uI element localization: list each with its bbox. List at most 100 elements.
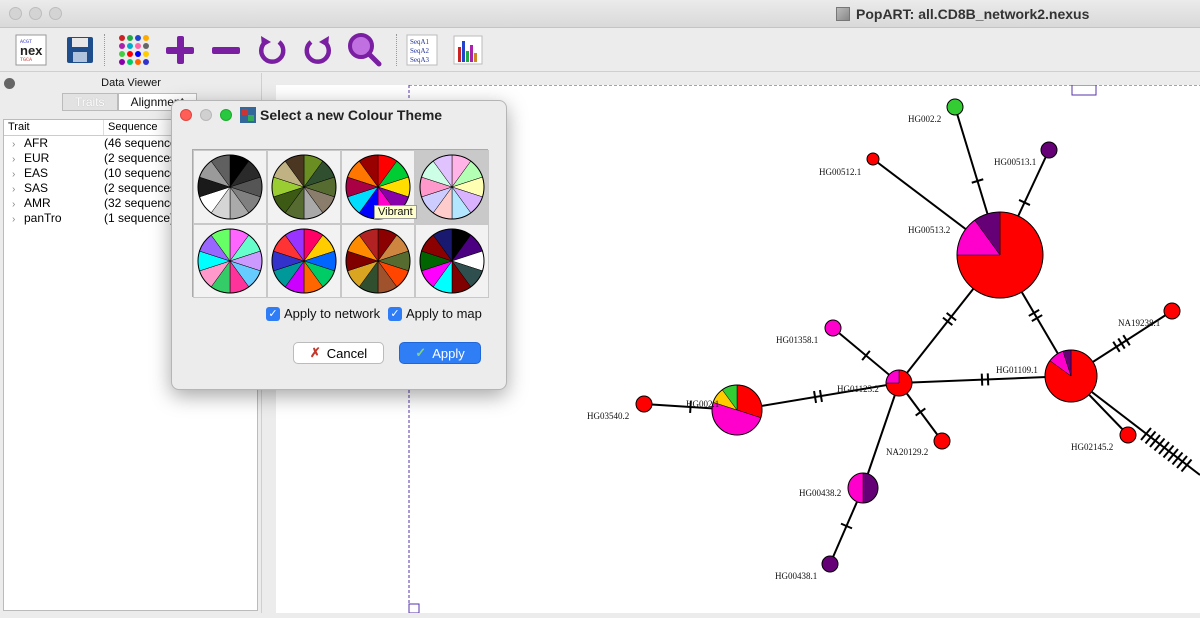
haplotype-node[interactable] xyxy=(822,556,838,572)
trait-name: panTro xyxy=(24,211,62,225)
zoom-out-button[interactable] xyxy=(208,32,244,68)
dialog-title: Select a new Colour Theme xyxy=(172,101,506,128)
haplotype-node[interactable] xyxy=(1164,303,1180,319)
window-title: PopART: all.CD8B_network2.nexus xyxy=(836,6,1089,22)
apply-label: Apply xyxy=(432,346,465,361)
chart-button[interactable] xyxy=(450,32,486,68)
theme-swatch[interactable] xyxy=(415,224,489,298)
window-title-text: PopART: all.CD8B_network2.nexus xyxy=(856,6,1089,22)
dot xyxy=(143,51,149,57)
mutation-tick xyxy=(916,408,926,415)
apply-to-network-label: Apply to network xyxy=(284,306,380,321)
dot xyxy=(135,35,141,41)
haplotype-node[interactable] xyxy=(867,153,879,165)
node-label: HG01358.1 xyxy=(776,335,818,345)
haplotype-node[interactable] xyxy=(934,433,950,449)
trait-name: EAS xyxy=(24,166,48,180)
dot xyxy=(143,43,149,49)
toolbar-separator xyxy=(396,34,397,66)
node-label: NA20129.2 xyxy=(886,447,928,457)
colour-theme-button[interactable] xyxy=(116,32,152,68)
theme-pie-icon xyxy=(195,152,265,222)
mutation-tick xyxy=(1113,342,1119,352)
dot xyxy=(143,59,149,65)
chevron-right-icon[interactable]: › xyxy=(12,197,24,212)
chevron-right-icon[interactable]: › xyxy=(12,152,24,167)
node-label: HG00513.2 xyxy=(908,225,950,235)
haplotype-node[interactable] xyxy=(886,370,912,396)
dot xyxy=(119,59,125,65)
alignment-icon: SeqA1 SeqA2 SeqA3 xyxy=(405,33,439,67)
mutation-tick xyxy=(820,390,822,402)
haplotype-node[interactable] xyxy=(636,396,652,412)
trait-name: SAS xyxy=(24,181,48,195)
mutation-tick xyxy=(1123,335,1129,345)
save-button[interactable] xyxy=(62,32,98,68)
seq-label-3: SeqA3 xyxy=(410,56,430,64)
rotate-left-button[interactable] xyxy=(254,32,290,68)
zoom-window-button[interactable] xyxy=(49,7,62,20)
node-label: HG01123.2 xyxy=(837,384,879,394)
toolbar-separator xyxy=(104,34,105,66)
haplotype-node[interactable] xyxy=(825,320,841,336)
title-bar: PopART: all.CD8B_network2.nexus xyxy=(0,0,1200,28)
trait-name: AFR xyxy=(24,136,48,150)
haplotype-node[interactable] xyxy=(1041,142,1057,158)
rotate-right-icon xyxy=(301,33,335,67)
checkbox-checked-icon: ✓ xyxy=(266,307,280,321)
apply-button[interactable]: ✓ Apply xyxy=(399,342,481,364)
dot xyxy=(119,35,125,41)
chevron-right-icon[interactable]: › xyxy=(12,137,24,152)
map-handle[interactable] xyxy=(1072,85,1096,95)
theme-swatch[interactable] xyxy=(415,150,489,224)
zoom-out-icon xyxy=(209,33,243,67)
column-header-trait[interactable]: Trait xyxy=(4,120,104,135)
network-edge xyxy=(863,383,899,488)
rotate-right-button[interactable] xyxy=(300,32,336,68)
nexus-file-button[interactable]: ACGT TGCA nex xyxy=(12,32,52,68)
chevron-right-icon[interactable]: › xyxy=(12,167,24,182)
colour-theme-icon xyxy=(117,33,151,67)
dialog-title-text: Select a new Colour Theme xyxy=(260,107,442,123)
map-handle[interactable] xyxy=(409,604,419,613)
haplotype-node[interactable] xyxy=(947,99,963,115)
dot xyxy=(127,35,133,41)
dot xyxy=(127,59,133,65)
chevron-right-icon[interactable]: › xyxy=(12,182,24,197)
minimize-window-button[interactable] xyxy=(29,7,42,20)
colour-theme-dialog: Select a new Colour Theme Vibrant ✓ Appl… xyxy=(171,100,507,390)
haplotype-node[interactable] xyxy=(1120,427,1136,443)
close-window-button[interactable] xyxy=(9,7,22,20)
zoom-in-button[interactable] xyxy=(162,32,198,68)
theme-pie-icon xyxy=(343,226,413,296)
cancel-label: Cancel xyxy=(327,346,367,361)
theme-pie-icon xyxy=(417,226,487,296)
theme-swatch[interactable] xyxy=(341,224,415,298)
node-label: NA19238.1 xyxy=(1118,318,1160,328)
theme-swatch[interactable] xyxy=(267,150,341,224)
column-header-sequence[interactable]: Sequence xyxy=(104,120,162,135)
haplotype-node[interactable] xyxy=(1045,350,1097,402)
apply-to-map-checkbox[interactable]: ✓ Apply to map xyxy=(388,306,482,321)
haplotype-node[interactable] xyxy=(712,385,762,435)
alignment-button[interactable]: SeqA1 SeqA2 SeqA3 xyxy=(404,32,440,68)
apply-to-network-checkbox[interactable]: ✓ Apply to network xyxy=(266,306,380,321)
theme-swatch[interactable] xyxy=(193,150,267,224)
haplotype-node[interactable] xyxy=(848,473,878,503)
haplotype-node[interactable] xyxy=(957,212,1043,298)
cancel-button[interactable]: ✗ Cancel xyxy=(293,342,384,364)
apply-check-icon: ✓ xyxy=(415,345,426,361)
theme-swatch[interactable] xyxy=(267,224,341,298)
chevron-right-icon[interactable]: › xyxy=(12,212,24,227)
search-button[interactable] xyxy=(346,32,382,68)
trait-name: AMR xyxy=(24,196,51,210)
tab-traits[interactable]: Traits xyxy=(62,93,118,111)
theme-pie-icon xyxy=(417,152,487,222)
rotate-left-icon xyxy=(255,33,289,67)
theme-swatch[interactable] xyxy=(193,224,267,298)
pie-slice xyxy=(848,473,863,503)
trait-name: EUR xyxy=(24,151,49,165)
node-label: HG03540.2 xyxy=(587,411,629,421)
dot xyxy=(119,51,125,57)
dot xyxy=(135,59,141,65)
